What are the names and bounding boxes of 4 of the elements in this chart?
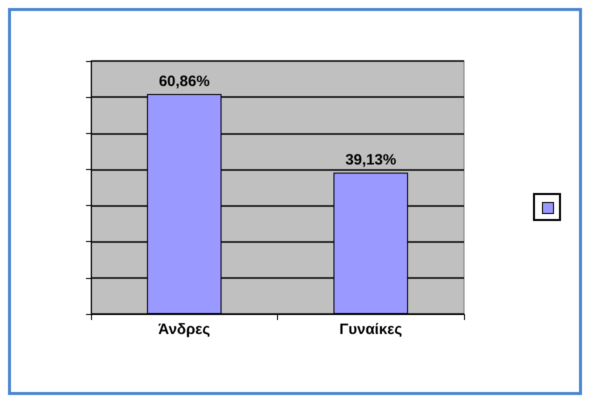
- x-tick-label: Άνδρες: [158, 321, 210, 338]
- data-label: 60,86%: [158, 73, 210, 90]
- data-label: 39,13%: [345, 152, 396, 169]
- x-tick-label: Γυναίκες: [339, 321, 402, 338]
